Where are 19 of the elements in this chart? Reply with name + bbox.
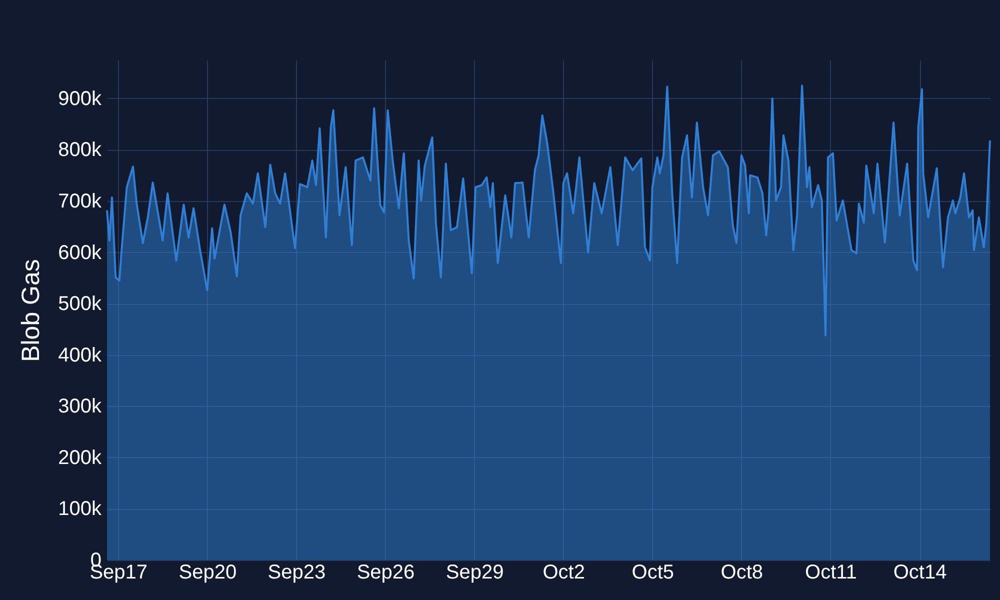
y-axis-title: Blob Gas — [17, 259, 46, 362]
y-tick-label: 100k — [58, 498, 102, 520]
x-tick-label: Oct8 — [720, 562, 764, 584]
x-tick-label: Sep29 — [446, 562, 504, 584]
x-tick-label: Sep26 — [356, 562, 415, 584]
y-tick-label: 300k — [58, 396, 102, 418]
x-tick-label: Oct2 — [542, 562, 585, 584]
x-tick-label: Sep23 — [268, 562, 326, 584]
x-tick-label: Sep20 — [178, 562, 237, 584]
y-tick-label: 900k — [58, 88, 102, 110]
x-tick-label: Oct11 — [805, 562, 857, 584]
y-tick-label: 600k — [58, 242, 102, 264]
y-tick-label: 800k — [58, 139, 102, 162]
x-tick-label: Oct14 — [893, 562, 947, 584]
y-tick-label: 400k — [58, 344, 102, 366]
x-tick-label: Oct5 — [632, 562, 674, 584]
y-tick-label: 500k — [58, 293, 102, 316]
y-tick-label: 700k — [58, 190, 102, 213]
y-tick-label: 200k — [58, 446, 102, 469]
